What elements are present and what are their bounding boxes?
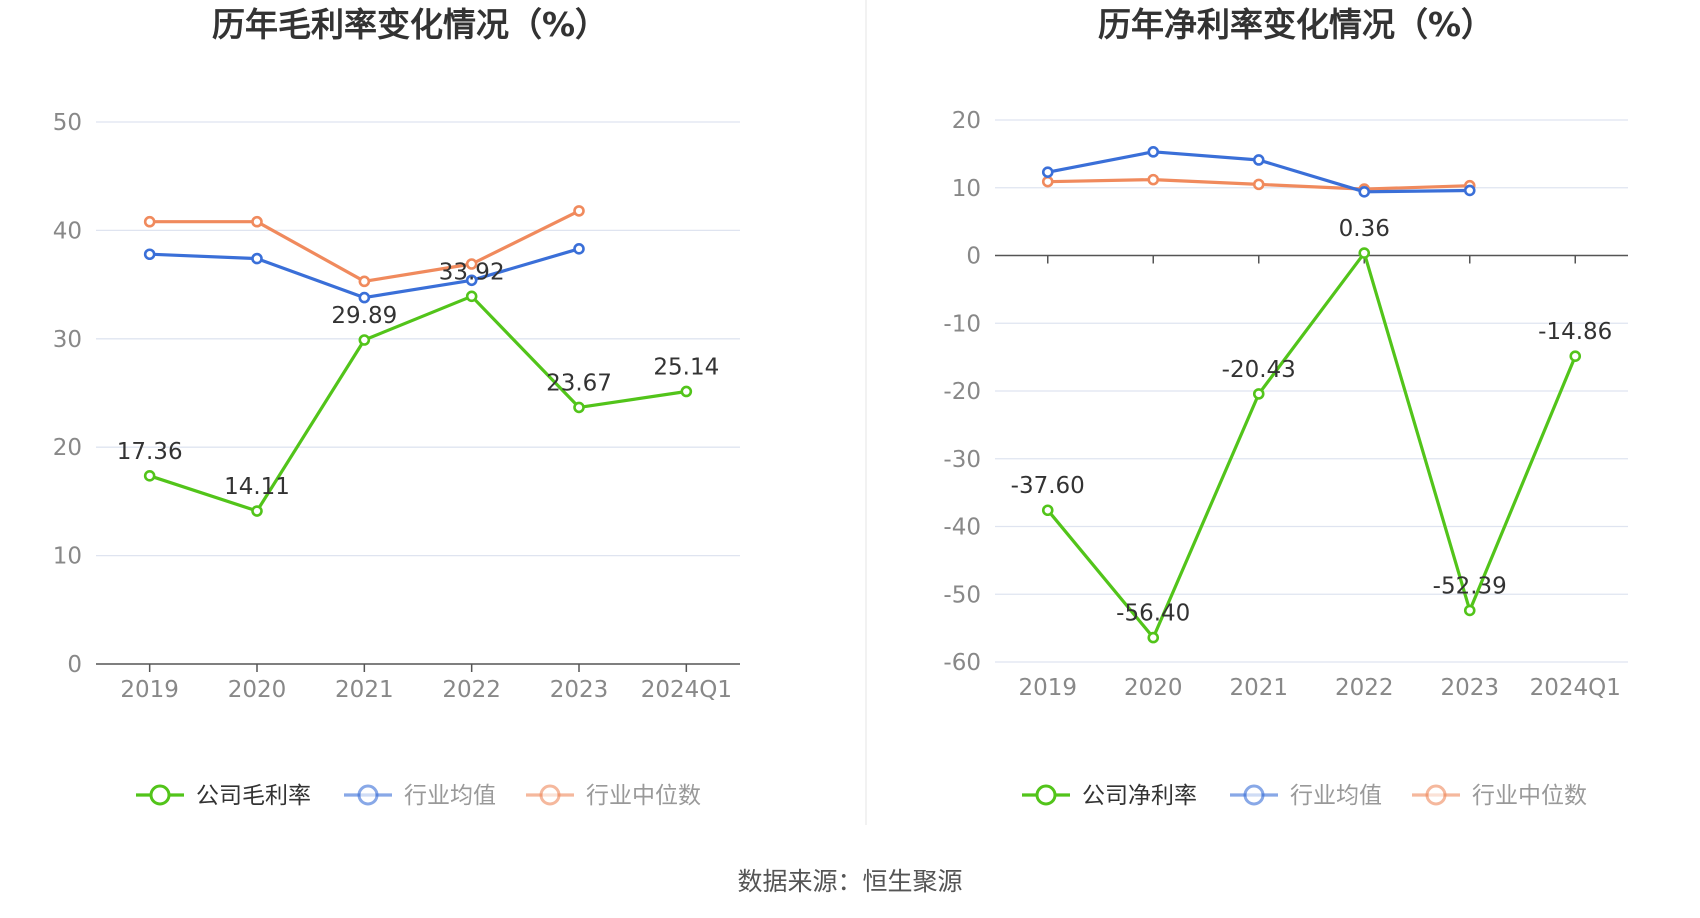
avg-data-point[interactable] [1252,154,1265,166]
median-data-point[interactable] [143,215,156,228]
median-data-point[interactable] [573,205,585,217]
legend-swatch-marker [1243,784,1265,806]
median-data-point[interactable] [358,275,371,288]
data-label: 0.36 [1339,216,1390,242]
y-tick-label: 40 [53,218,82,244]
x-tick-label: 2021 [335,677,394,703]
avg-data-point[interactable] [465,274,478,287]
company-series-line [1046,251,1577,640]
company-data-point[interactable] [1252,388,1265,400]
avg-data-point[interactable] [251,252,263,265]
gross-margin-panel: 历年毛利率变化情况（%） 0 10 20 30 40 50 2019 2020 2021 2022 2… [53,5,740,809]
company-data-point[interactable] [1569,350,1582,362]
chart-title: 历年毛利率变化情况（%） [212,5,608,44]
legend-item-avg[interactable]: 行业均值 [344,783,496,809]
median-data-point[interactable] [1041,175,1054,188]
median-data-point[interactable] [1252,178,1265,191]
company-data-point[interactable] [680,385,693,398]
y-tick-label: 0 [966,244,981,270]
x-tick-label: 2019 [120,677,179,703]
data-label: -56.40 [1116,601,1190,627]
legend-label: 行业中位数 [586,783,701,809]
x-tick-label: 2023 [1440,675,1499,701]
chart-title: 历年净利率变化情况（%） [1098,5,1494,44]
data-label: -37.60 [1011,473,1085,499]
avg-data-point[interactable] [1463,184,1476,197]
y-tick-label: 30 [53,327,82,353]
x-tick-label: 2020 [228,677,287,703]
legend-label: 行业均值 [1290,783,1382,809]
x-tick-label: 2023 [550,677,609,703]
legend-label: 公司净利率 [1082,783,1197,809]
x-tick-label: 2022 [442,677,501,703]
y-tick-label: -10 [943,311,981,337]
data-label: 33.92 [439,259,505,285]
y-tick-label: 0 [67,652,82,678]
legend-item-company[interactable]: 公司净利率 [1022,783,1197,809]
median-data-point[interactable] [251,215,263,228]
company-series-line [149,294,687,513]
company-data-point[interactable] [1358,247,1371,259]
data-label: -14.86 [1538,319,1612,345]
legend-item-company[interactable]: 公司毛利率 [136,783,311,809]
legend-swatch-marker [539,784,561,806]
legend-item-avg[interactable]: 行业均值 [1230,783,1382,809]
company-data-point[interactable] [573,401,585,414]
legend-label: 公司毛利率 [196,783,311,809]
legend-item-median[interactable]: 行业中位数 [1412,783,1587,809]
median-data-point[interactable] [465,258,478,270]
legend-label: 行业均值 [404,783,496,809]
company-data-point[interactable] [1041,504,1054,517]
x-tick-label: 2019 [1018,675,1077,701]
y-tick-label: 10 [952,176,981,202]
y-tick-label: -50 [943,582,981,608]
y-tick-label: -40 [943,515,981,541]
data-label: 29.89 [331,303,397,329]
avg-data-point[interactable] [1147,146,1160,158]
avg-data-point[interactable] [573,243,585,255]
legend-item-median[interactable]: 行业中位数 [526,783,701,809]
company-data-point[interactable] [358,334,371,346]
median-data-point[interactable] [1147,173,1160,186]
y-tick-label: 20 [53,435,82,461]
company-data-point[interactable] [143,470,156,482]
x-tick-label: 2024Q1 [641,677,732,703]
x-tick-label: 2024Q1 [1530,675,1621,701]
avg-data-point[interactable] [1041,166,1054,178]
data-label: 25.14 [653,354,719,380]
legend-label: 行业中位数 [1472,783,1587,809]
company-data-point[interactable] [1147,631,1160,644]
median-series-line [149,209,580,283]
y-tick-label: 20 [952,108,981,134]
avg-data-point[interactable] [358,291,371,304]
y-tick-label: -30 [943,447,981,473]
x-tick-label: 2020 [1124,675,1183,701]
x-tick-label: 2022 [1335,675,1394,701]
legend-swatch-marker [357,784,379,806]
y-tick-label: 10 [53,544,82,570]
legend-swatch-marker [149,784,171,806]
company-data-point[interactable] [465,290,478,303]
data-label: 14.11 [224,474,290,500]
y-tick-label: 50 [53,110,82,136]
net-margin-panel: 历年净利率变化情况（%） -60 -50 -40 -30 -20 -10 0 10 20 2019 2… [943,5,1628,809]
data-label: -52.39 [1433,573,1507,599]
company-data-point[interactable] [1463,604,1476,617]
source-text: 数据来源：恒生聚源 [737,867,962,896]
y-tick-label: -60 [943,650,981,676]
avg-series-line [149,247,580,300]
avg-data-point[interactable] [143,248,156,261]
data-label: -20.43 [1222,357,1296,383]
avg-data-point[interactable] [1358,186,1371,198]
legend-swatch-marker [1425,784,1447,806]
data-label: 23.67 [546,370,612,396]
y-tick-label: -20 [943,379,981,405]
legend-swatch-marker [1035,784,1057,806]
data-label: 17.36 [117,439,183,465]
x-tick-label: 2021 [1229,675,1288,701]
company-data-point[interactable] [251,505,263,517]
